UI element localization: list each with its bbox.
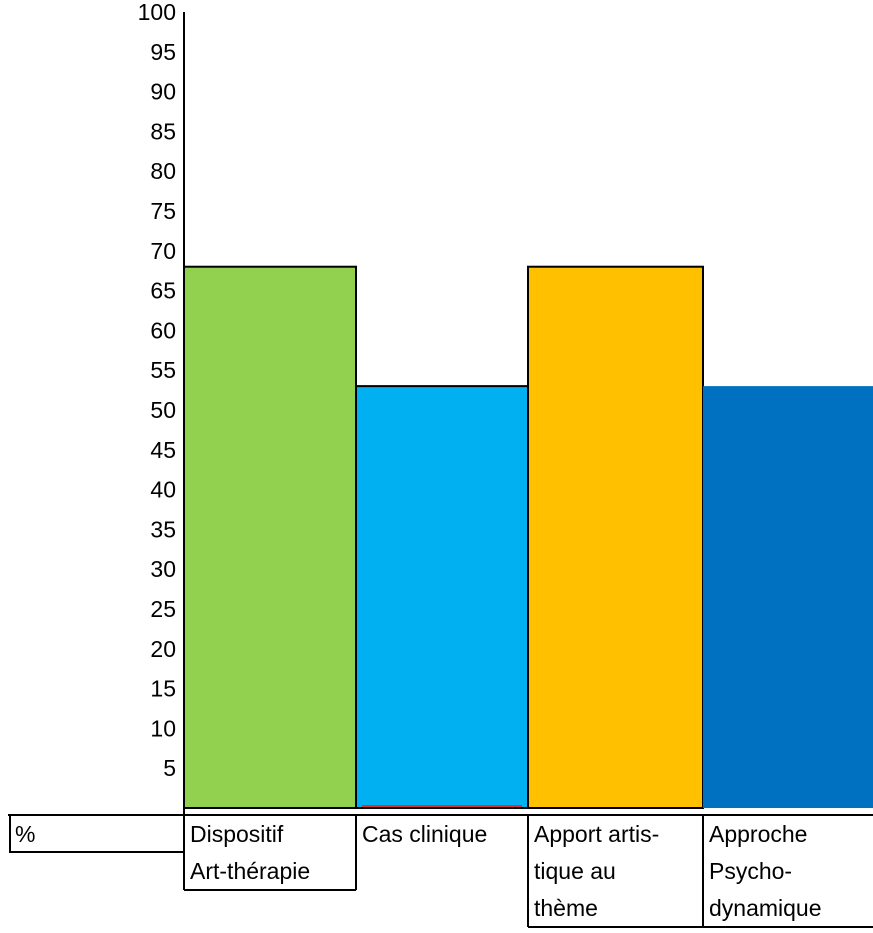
y-tick-label: 20 <box>150 636 176 662</box>
y-tick-label: 80 <box>150 158 176 184</box>
bar-4 <box>703 386 873 808</box>
category-label: Psycho- <box>709 858 792 884</box>
y-tick-label: 45 <box>150 437 176 463</box>
y-tick-label: 70 <box>150 238 176 264</box>
y-tick-label: 60 <box>150 317 176 343</box>
bars-group <box>183 265 873 810</box>
y-tick-label: 95 <box>150 39 176 65</box>
y-tick-label: 65 <box>150 278 176 304</box>
y-axis: 5 10 15 20 25 30 35 40 45 50 55 60 65 70 75 80 85 90 95 100 <box>138 0 185 815</box>
bar-1 <box>183 265 357 810</box>
y-tick-label: 75 <box>150 198 176 224</box>
category-label: thème <box>534 895 598 921</box>
category-label: Cas clinique <box>362 821 487 847</box>
y-tick-label: 40 <box>150 477 176 503</box>
unit-label: % <box>15 821 35 847</box>
category-label: tique au <box>534 858 616 884</box>
category-table: % Dispositif Art-thérapie Cas clinique Appor… <box>8 814 873 928</box>
category-label: Approche <box>709 821 807 847</box>
category-label: Apport artis- <box>534 821 659 847</box>
y-tick-label: 90 <box>150 79 176 105</box>
y-tick-label: 25 <box>150 596 176 622</box>
unit-cell-border <box>9 814 185 853</box>
y-tick-label: 50 <box>150 397 176 423</box>
y-tick-label: 85 <box>150 118 176 144</box>
y-tick-label: 35 <box>150 516 176 542</box>
bar-2 <box>355 385 529 809</box>
y-tick-label: 15 <box>150 676 176 702</box>
category-label: Dispositif <box>190 821 284 847</box>
category-label: dynamique <box>709 895 822 921</box>
y-tick-label: 5 <box>163 755 176 781</box>
y-tick-label: 55 <box>150 357 176 383</box>
y-tick-label: 100 <box>138 0 176 25</box>
y-tick-label: 30 <box>150 556 176 582</box>
bar-3 <box>527 265 704 810</box>
y-tick-label: 10 <box>150 715 176 741</box>
category-label: Art-thérapie <box>190 858 310 884</box>
